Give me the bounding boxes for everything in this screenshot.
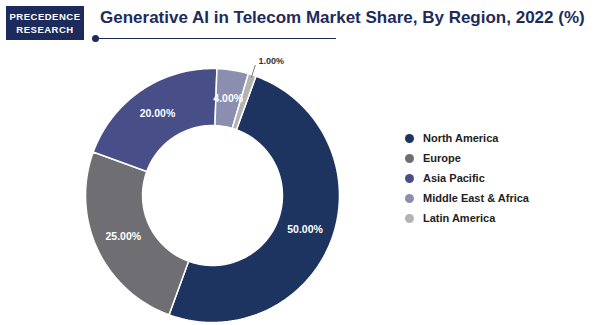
svg-text:20.00%: 20.00% [140, 107, 176, 119]
html-text:Asia Pacific: Asia Pacific [423, 172, 485, 184]
html-text:Middle East & Africa: Middle East & Africa [423, 192, 529, 204]
html-text:RESEARCH: RESEARCH [16, 24, 74, 35]
html-text:Europe: Europe [423, 152, 461, 164]
svg-text:50.00%: 50.00% [287, 223, 323, 235]
svg-text:1.00%: 1.00% [258, 56, 284, 66]
html-text:North America: North America [423, 132, 499, 144]
html-text:PRECEDENCE: PRECEDENCE [9, 11, 81, 22]
html-text:Latin America: Latin America [423, 212, 496, 224]
svg-text:25.00%: 25.00% [105, 230, 141, 242]
html-text:Generative AI in Telecom Marke: Generative AI in Telecom Market Share, B… [100, 8, 585, 27]
svg-text:4.00%: 4.00% [213, 92, 243, 104]
